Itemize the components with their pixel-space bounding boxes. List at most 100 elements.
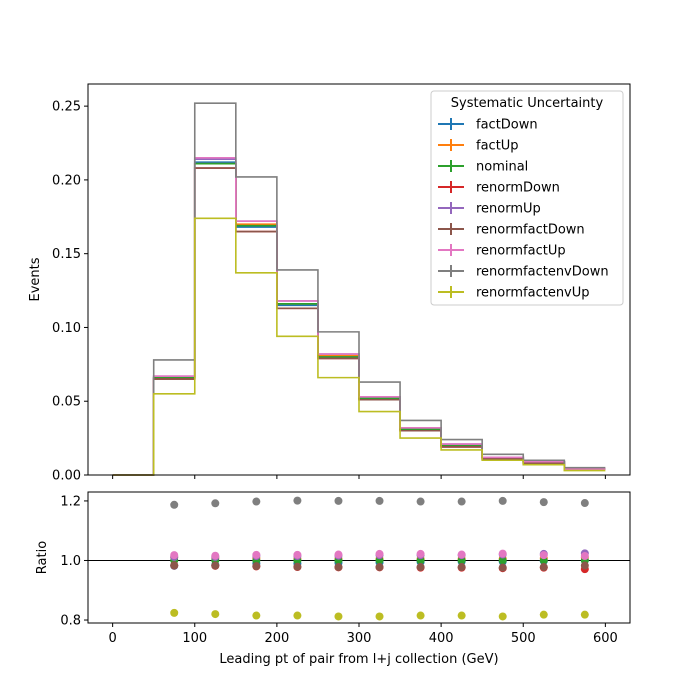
ratio-point — [580, 499, 589, 508]
ratio-y-tick-label: 0.8 — [60, 614, 81, 629]
ratio-point — [211, 551, 220, 560]
ratio-point — [293, 496, 302, 505]
ratio-point — [375, 496, 384, 505]
ratio-point — [539, 563, 548, 572]
legend-label: renormDown — [476, 181, 560, 196]
main-y-tick-label: 0.05 — [52, 395, 81, 410]
ratio-series-renormfactenvUp — [170, 608, 589, 621]
x-tick-label: 400 — [429, 631, 454, 646]
ratio-point — [375, 612, 384, 621]
legend-label: renormfactenvDown — [476, 265, 609, 280]
main-x-axis-ticks — [112, 475, 606, 479]
legend-item-renormUp: renormUp — [438, 202, 541, 217]
legend-item-renormfactDown: renormfactDown — [438, 223, 585, 238]
legend-label: factUp — [476, 139, 519, 154]
ratio-point — [252, 550, 261, 559]
legend-label: factDown — [476, 118, 538, 133]
ratio-series-renormfactenvDown — [170, 496, 589, 509]
ratio-point — [416, 611, 425, 620]
legend-item-factDown: factDown — [438, 118, 538, 133]
ratio-point — [170, 608, 179, 617]
ratio-point — [252, 611, 261, 620]
ratio-point — [580, 561, 589, 570]
x-tick-label: 600 — [593, 631, 618, 646]
x-tick-label: 200 — [264, 631, 289, 646]
ratio-point — [539, 498, 548, 507]
main-series-steps — [112, 102, 606, 476]
legend-label: renormfactUp — [476, 244, 566, 259]
ratio-point — [457, 611, 466, 620]
ratio-points — [170, 496, 589, 621]
ratio-point — [211, 561, 220, 570]
main-y-tick-label: 0.25 — [52, 100, 81, 115]
ratio-point — [293, 550, 302, 559]
ratio-y-axis-ticks: 0.8 1.0 1.2 — [60, 494, 88, 629]
main-y-axis-ticks: 0.00 0.05 0.10 0.15 0.20 0.25 — [52, 100, 88, 484]
legend-item-renormfactUp: renormfactUp — [438, 244, 566, 259]
ratio-point — [375, 563, 384, 572]
ratio-point — [498, 563, 507, 572]
ratio-point — [252, 562, 261, 571]
legend-item-renormfactenvDown: renormfactenvDown — [438, 265, 609, 280]
ratio-point — [170, 551, 179, 560]
ratio-point — [539, 551, 548, 560]
ratio-point — [498, 612, 507, 621]
ratio-point — [498, 549, 507, 558]
main-y-tick-label: 0.15 — [52, 247, 81, 262]
main-y-tick-label: 0.00 — [52, 469, 81, 484]
ratio-point — [170, 500, 179, 509]
legend-title: Systematic Uncertainty — [451, 96, 604, 111]
ratio-point — [498, 496, 507, 505]
ratio-point — [334, 612, 343, 621]
x-tick-label: 500 — [511, 631, 536, 646]
legend-item-renormDown: renormDown — [438, 181, 560, 196]
x-tick-label: 300 — [347, 631, 372, 646]
ratio-point — [416, 549, 425, 558]
main-y-tick-label: 0.20 — [52, 173, 81, 188]
main-histogram-panel: 0.00 0.05 0.10 0.15 0.20 0.25 Events — [28, 83, 631, 484]
ratio-point — [334, 496, 343, 505]
x-axis-label: Leading pt of pair from l+j collection (… — [219, 652, 498, 667]
legend: Systematic Uncertainty factDown factUp nom… — [430, 90, 624, 306]
legend-box — [430, 90, 624, 306]
ratio-point — [457, 563, 466, 572]
step-series-renormfactenvUp — [112, 217, 606, 476]
ratio-point — [539, 610, 548, 619]
ratio-point — [334, 563, 343, 572]
main-y-tick-label: 0.10 — [52, 321, 81, 336]
legend-label: renormUp — [476, 202, 541, 217]
ratio-point — [416, 563, 425, 572]
ratio-point — [416, 497, 425, 506]
ratio-point — [580, 610, 589, 619]
ratio-panel: 0.8 1.0 1.2 0 100 200 300 400 500 600 Ratio Lead… — [35, 491, 631, 667]
ratio-point — [293, 562, 302, 571]
ratio-point — [211, 499, 220, 508]
ratio-point — [498, 556, 507, 565]
main-plot-frame — [87, 83, 631, 476]
legend-items: factDown factUp nominal renormDown renormUp r… — [438, 118, 609, 301]
ratio-point — [170, 561, 179, 570]
ratio-point — [457, 497, 466, 506]
ratio-series-renormfactDown — [170, 561, 589, 572]
ratio-point — [293, 611, 302, 620]
ratio-point — [375, 549, 384, 558]
legend-label: renormfactenvUp — [476, 286, 590, 301]
legend-label: nominal — [476, 160, 528, 175]
step-series-renormfactenvDown — [112, 102, 606, 476]
legend-label: renormfactDown — [476, 223, 585, 238]
ratio-point — [252, 497, 261, 506]
main-y-axis-label: Events — [28, 257, 43, 301]
x-tick-label: 0 — [108, 631, 116, 646]
ratio-y-tick-label: 1.0 — [60, 554, 81, 569]
x-tick-label: 100 — [182, 631, 207, 646]
ratio-y-axis-label: Ratio — [35, 541, 50, 574]
ratio-point — [211, 610, 220, 619]
ratio-point — [457, 550, 466, 559]
ratio-point — [580, 552, 589, 561]
ratio-point — [334, 550, 343, 559]
ratio-series-renormfactUp — [170, 549, 589, 561]
ratio-y-tick-label: 1.2 — [60, 494, 81, 509]
legend-item-factUp: factUp — [438, 139, 519, 154]
ratio-x-axis-ticks: 0 100 200 300 400 500 600 — [108, 623, 618, 646]
